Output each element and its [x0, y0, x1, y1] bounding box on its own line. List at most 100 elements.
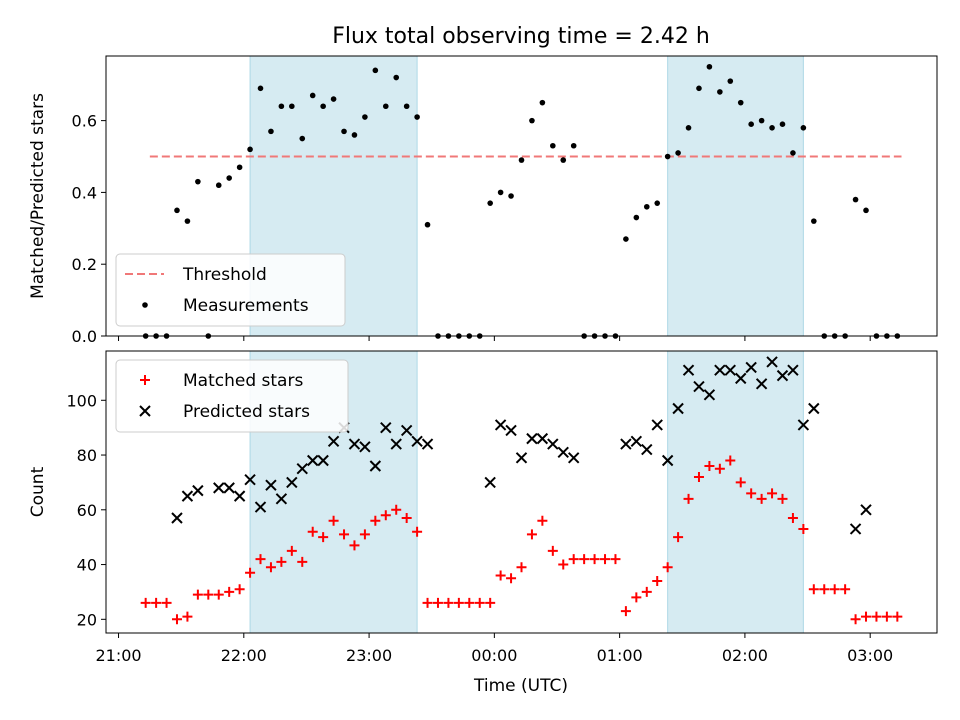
data-point	[755, 378, 768, 390]
data-point	[758, 117, 765, 124]
x-axis-label: Time (UTC)	[473, 676, 568, 696]
data-point	[703, 389, 716, 401]
data-point	[412, 526, 423, 537]
data-point	[318, 532, 329, 543]
data-point	[620, 606, 631, 617]
data-point	[526, 529, 537, 540]
shaded-interval	[667, 55, 804, 337]
data-point	[706, 63, 713, 70]
y-tick-label: 0.0	[72, 327, 97, 346]
x-tick-label: 01:00	[597, 646, 643, 665]
data-point	[351, 132, 358, 138]
data-point	[654, 200, 661, 206]
data-point	[341, 128, 347, 135]
data-point	[506, 573, 517, 584]
data-point	[704, 460, 715, 471]
data-point	[714, 364, 726, 376]
data-point	[746, 488, 757, 499]
data-point	[339, 529, 350, 540]
data-point	[432, 597, 443, 608]
data-point	[724, 364, 737, 376]
data-point	[215, 182, 222, 189]
data-point	[359, 441, 371, 453]
data-point	[494, 419, 507, 431]
data-point	[756, 493, 767, 504]
data-point	[223, 482, 235, 494]
data-point	[349, 540, 360, 551]
data-point	[881, 611, 892, 622]
data-point	[811, 218, 817, 224]
data-point	[536, 432, 549, 445]
x-tick-label: 23:00	[346, 646, 392, 665]
data-point	[369, 460, 382, 472]
data-point	[547, 545, 558, 556]
y-tick-label: 0.2	[72, 255, 97, 274]
data-point	[623, 236, 629, 242]
series-matched-stars	[140, 455, 903, 625]
data-point	[767, 488, 778, 499]
data-point	[693, 471, 704, 482]
data-point	[797, 419, 810, 431]
data-point	[547, 438, 559, 450]
data-point	[236, 164, 243, 171]
data-point	[808, 402, 820, 415]
data-point	[255, 554, 266, 565]
data-point	[777, 493, 788, 504]
axes-frame	[105, 55, 938, 337]
data-point	[192, 589, 203, 600]
data-point	[860, 504, 872, 516]
data-point	[664, 153, 671, 160]
data-point	[299, 135, 306, 142]
data-point	[224, 586, 235, 597]
data-point	[714, 463, 725, 474]
top-panel: 0.0 0.2 0.4 0.6 Matched/Predicted stars Thres…	[28, 55, 938, 346]
data-point	[330, 96, 337, 102]
data-point	[265, 562, 276, 573]
data-point	[630, 435, 643, 448]
data-point	[359, 529, 370, 540]
data-point	[317, 454, 329, 467]
data-point	[748, 121, 754, 128]
data-point	[849, 523, 862, 535]
data-point	[192, 484, 204, 497]
data-point	[213, 589, 224, 600]
data-point	[861, 611, 872, 622]
data-point	[515, 452, 528, 464]
data-point	[643, 203, 650, 210]
data-point	[727, 78, 734, 84]
data-point	[380, 421, 392, 434]
data-point	[268, 128, 274, 135]
data-point	[171, 512, 183, 524]
legend: Matched stars Predicted stars	[115, 359, 349, 433]
axes-frame	[105, 350, 938, 634]
data-point	[725, 455, 736, 466]
data-point	[362, 114, 368, 120]
series-predicted-stars	[171, 356, 872, 535]
data-point	[717, 89, 723, 95]
bottom-panel: 20 40 60 80 100 Count 21:00 22:00 23:00 00:00 01:0…	[28, 350, 938, 665]
data-point	[819, 584, 830, 595]
data-point	[600, 554, 611, 565]
data-point	[184, 218, 191, 224]
legend-box	[115, 359, 349, 433]
data-point	[474, 597, 485, 608]
data-point	[516, 562, 527, 573]
legend-box	[115, 253, 346, 327]
data-point	[776, 369, 789, 382]
data-point	[151, 597, 162, 608]
data-point	[787, 513, 798, 524]
data-point	[568, 554, 579, 565]
data-point	[254, 501, 267, 513]
data-point	[484, 476, 496, 489]
data-point	[497, 189, 504, 196]
data-point	[309, 92, 316, 99]
data-point	[182, 611, 193, 622]
data-point	[693, 380, 705, 393]
data-point	[672, 402, 684, 415]
data-point	[769, 124, 775, 131]
data-point	[348, 438, 361, 450]
data-point	[403, 103, 410, 110]
data-point	[871, 611, 882, 622]
data-point	[380, 510, 391, 521]
data-point	[850, 614, 861, 625]
